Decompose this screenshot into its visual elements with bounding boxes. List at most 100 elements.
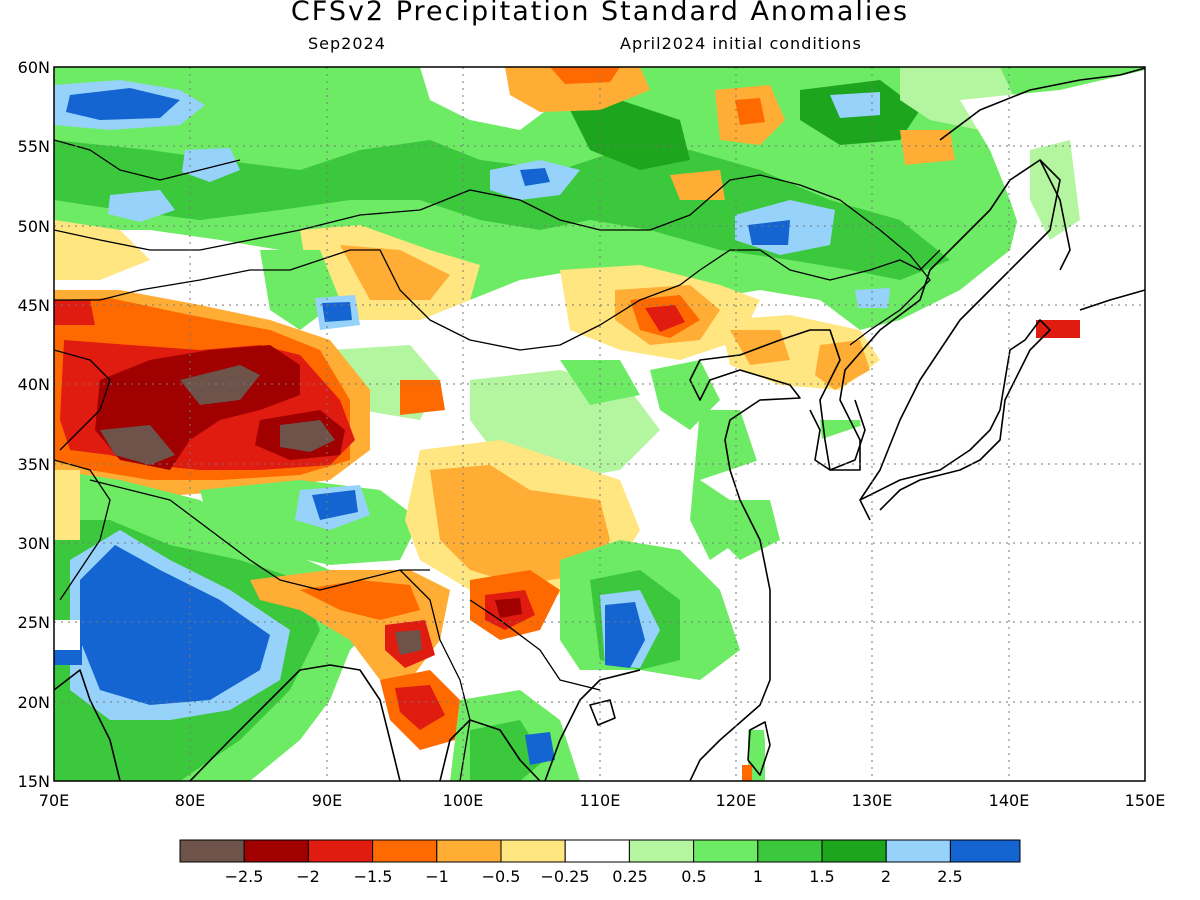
anomaly-area-wet-extreme (748, 220, 790, 245)
initial-conditions-label: April2024 initial conditions (620, 34, 862, 53)
lon-tick-label: 90E (312, 791, 342, 810)
colorbar-swatch (243, 839, 309, 863)
coastline-taiwan (747, 721, 771, 776)
anomaly-area-dry-strong (735, 98, 765, 125)
anomaly-area-dry-moderate (340, 245, 450, 300)
colorbar-swatch (564, 839, 630, 863)
colorbar-label: −2 (296, 867, 320, 886)
anomaly-area-dry-max (100, 425, 175, 465)
lon-tick-label: 70E (39, 791, 69, 810)
anomaly-area-dry-moderate (670, 170, 725, 200)
chart-title: CFSv2 Precipitation Standard Anomalies (290, 0, 910, 27)
colorbar: −2.5 −2 −1.5 −1 −0.5 −0.25 0.25 0.5 1 1.… (179, 839, 1021, 886)
colorbar-swatch (372, 839, 438, 863)
colorbar-label: −1.5 (354, 867, 393, 886)
map-frame (53, 66, 1146, 782)
colorbar-label: −0.25 (540, 867, 589, 886)
coastline-india (54, 669, 121, 781)
colorbar-label: 1 (753, 867, 763, 886)
colorbar-swatch (436, 839, 502, 863)
border-central-asia (54, 349, 111, 451)
border-china-north (54, 249, 941, 351)
lat-tick-label: 50N (18, 217, 50, 236)
border-russia-north (54, 139, 241, 181)
colorbar-swatch (307, 839, 374, 863)
anomaly-area-dry-severe (395, 685, 445, 730)
border-pakistan (54, 459, 111, 601)
lon-tick-label: 120E (716, 791, 757, 810)
anomaly-area-wet-high (182, 148, 240, 182)
anomaly-area-neutral (700, 330, 1145, 781)
coastline-japan (859, 319, 1051, 511)
lon-tick-label: 130E (852, 791, 893, 810)
anomaly-area-wet-extreme (605, 602, 645, 668)
anomaly-area-wet-extreme (525, 732, 555, 765)
colorbar-label: 2 (881, 867, 891, 886)
anomaly-area-dry-strong (400, 380, 445, 415)
anomaly-area-wet-extreme (312, 490, 358, 520)
anomaly-area-dry-strong (300, 580, 420, 620)
anomaly-area-wet-moderate (720, 500, 780, 560)
colorbar-swatch (821, 839, 887, 863)
lon-tick-label: 100E (443, 791, 484, 810)
anomaly-area-wet-high (830, 92, 880, 118)
colorbar-swatch (628, 839, 695, 863)
lon-tick-label: 80E (175, 791, 205, 810)
anomaly-map: 60N 55N 50N 45N 40N 35N 30N 25N 20N 15N … (18, 58, 1166, 810)
colorbar-label: 2.5 (937, 867, 962, 886)
anomaly-area-dry-strong (550, 67, 620, 84)
border-indochina (469, 599, 601, 691)
gridlines (54, 67, 1145, 781)
border-myanmar (399, 569, 471, 781)
colorbar-swatch (949, 839, 1021, 863)
coastline-indochina-east (544, 669, 641, 781)
colorbar-swatch (179, 839, 245, 863)
lat-tick-label: 35N (18, 455, 50, 474)
anomaly-area-dry-moderate (505, 67, 650, 112)
valid-month-label: Sep2024 (308, 34, 386, 53)
coastline-korea (809, 399, 866, 471)
colorbar-label: 0.5 (681, 867, 706, 886)
lat-tick-label: 40N (18, 375, 50, 394)
anomaly-area-wet-high (108, 190, 175, 222)
colorbar-swatch (885, 839, 951, 863)
anomaly-area-dry-light (54, 470, 80, 540)
coastline-layer (54, 67, 1145, 781)
anomaly-area-wet-extreme (80, 545, 270, 705)
colorbar-label: 1.5 (809, 867, 834, 886)
anomaly-area-dry-max (180, 365, 260, 405)
lat-tick-label: 15N (18, 772, 50, 791)
lat-tick-label: 20N (18, 693, 50, 712)
coastline (689, 159, 1061, 781)
anomaly-area-wet-extreme (322, 302, 352, 322)
lat-tick-label: 55N (18, 137, 50, 156)
coastline-indochina (439, 719, 541, 781)
border-himalaya (89, 479, 430, 591)
anomaly-area-dry-extreme (495, 598, 522, 618)
coastline-okhotsk (939, 67, 1145, 141)
anomaly-area-dry-max (395, 630, 422, 655)
colorbar-label: −0.5 (482, 867, 521, 886)
anomaly-area-wet-extreme (66, 88, 180, 120)
border-layer (54, 139, 941, 781)
anomaly-area-north-mid (54, 140, 950, 280)
anomaly-area-wet-extreme (520, 168, 550, 186)
anomaly-area-wet-moderate (748, 730, 765, 781)
lat-tick-label: 25N (18, 613, 50, 632)
anomaly-area-dry-strong (742, 765, 752, 781)
border-mongolia-north (299, 174, 881, 231)
coastline-hainan (589, 699, 616, 726)
lon-tick-label: 110E (580, 791, 621, 810)
colorbar-swatch (500, 839, 566, 863)
anomaly-area-dry-moderate (430, 465, 610, 585)
anomaly-area-neutral (54, 620, 80, 650)
coastline-sakhalin (1039, 159, 1071, 271)
colorbar-label: −2.5 (225, 867, 264, 886)
lon-tick-label: 140E (989, 791, 1030, 810)
lat-tick-label: 45N (18, 296, 50, 315)
lat-tick-label: 30N (18, 534, 50, 553)
border-kaz (54, 229, 301, 251)
lat-tick-label: 60N (18, 58, 50, 77)
colorbar-swatch (693, 839, 759, 863)
coastline-kamchatka (1079, 289, 1145, 311)
